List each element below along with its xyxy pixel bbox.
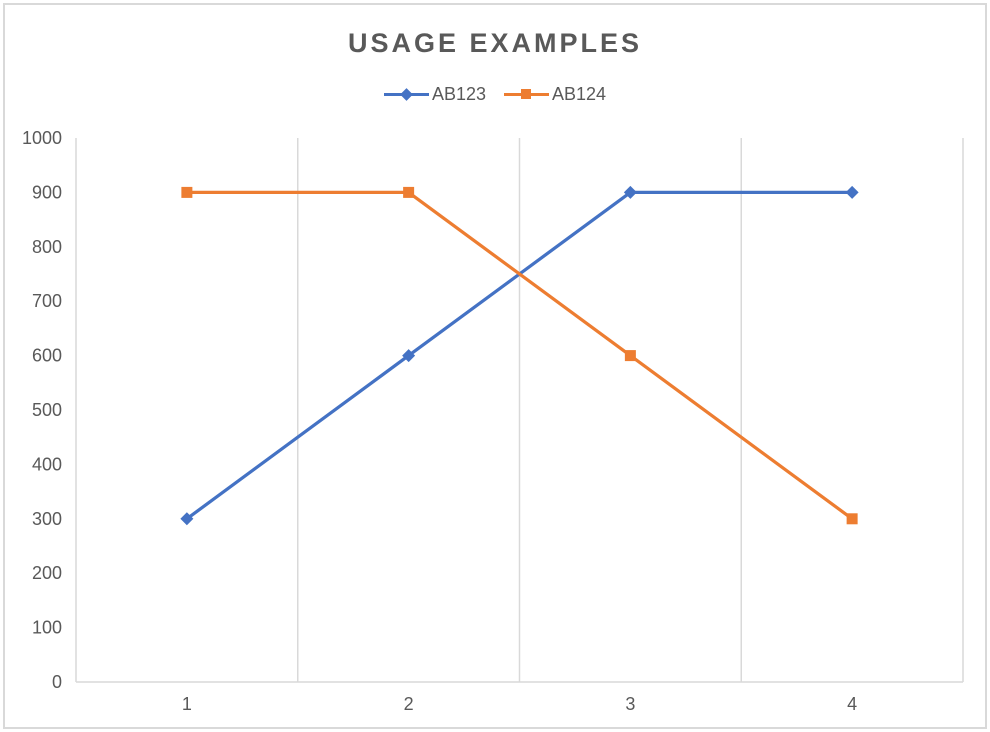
legend-label: AB124 (552, 84, 607, 104)
x-tick-label: 4 (847, 694, 857, 714)
x-tick-label: 2 (404, 694, 414, 714)
x-tick-label: 3 (625, 694, 635, 714)
y-tick-label: 800 (32, 237, 62, 257)
legend-diamond-marker-icon (383, 87, 429, 101)
y-tick-label: 100 (32, 618, 62, 638)
square-marker-icon (181, 186, 193, 198)
diamond-marker-icon (845, 185, 859, 199)
x-tick-label: 1 (182, 694, 192, 714)
series-line-AB124 (185, 190, 854, 521)
y-tick-label: 700 (32, 291, 62, 311)
diamond-marker-icon (180, 512, 194, 526)
y-tick-label: 400 (32, 454, 62, 474)
chart-frame (3, 3, 987, 729)
square-marker-icon (403, 186, 415, 198)
y-tick-label: 900 (32, 182, 62, 202)
y-tick-label: 600 (32, 346, 62, 366)
square-marker-icon (624, 350, 636, 362)
legend-label: AB123 (431, 84, 486, 104)
square-marker-icon (846, 513, 858, 525)
legend-square-marker-icon (504, 89, 549, 100)
y-tick-label: 200 (32, 563, 62, 583)
y-tick-label: 0 (52, 672, 62, 692)
y-tick-label: 500 (32, 400, 62, 420)
y-tick-label: 300 (32, 509, 62, 529)
diamond-marker-icon (623, 185, 637, 199)
legend-item-AB123: AB123 (383, 84, 486, 104)
y-tick-label: 1000 (22, 128, 62, 148)
legend: AB123 AB124 (0, 85, 990, 103)
chart-title: USAGE EXAMPLES (347, 28, 643, 58)
diamond-marker-icon (402, 349, 416, 363)
legend-item-AB124: AB124 (504, 85, 606, 103)
